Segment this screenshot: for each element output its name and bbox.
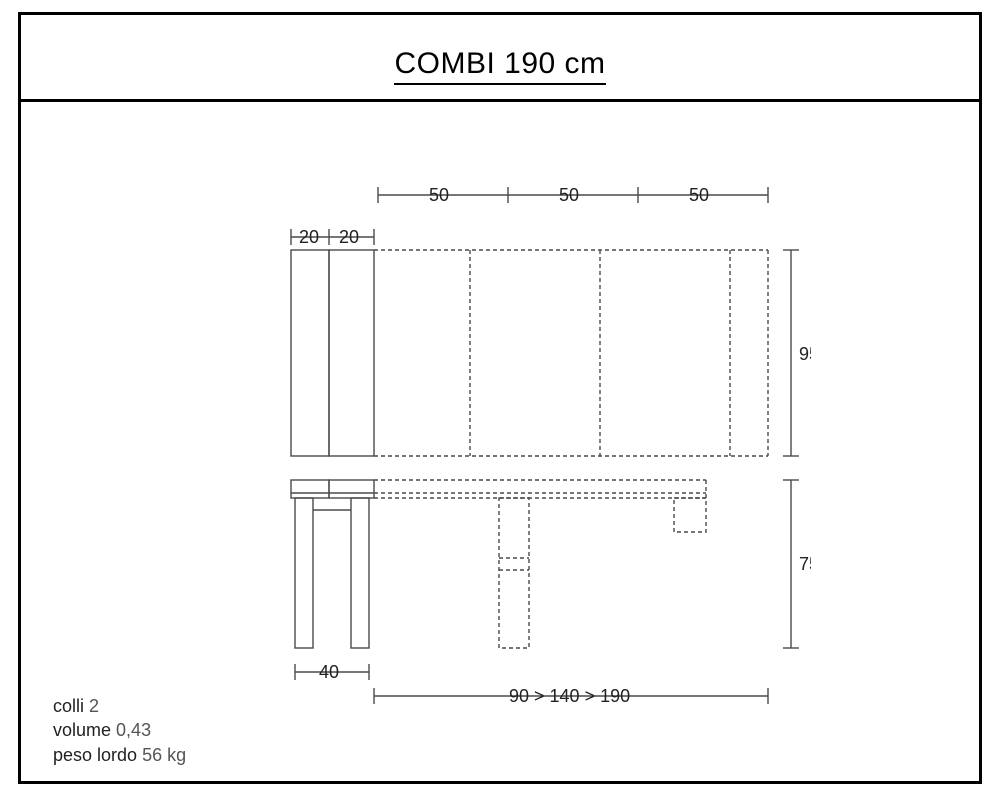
dim-progression: 90 > 140 > 190 xyxy=(509,686,630,706)
side-view-drawing: 40 90 > 140 > 190 75 xyxy=(251,470,811,730)
spec-colli-label: colli xyxy=(53,696,84,716)
specs-block: colli 2 volume 0,43 peso lordo 56 kg xyxy=(53,694,186,767)
spec-peso: peso lordo 56 kg xyxy=(53,743,186,767)
spec-volume-value: 0,43 xyxy=(116,720,151,740)
page-title: COMBI 190 cm xyxy=(21,47,979,81)
dim-40: 40 xyxy=(319,662,339,682)
dim-20-b: 20 xyxy=(339,227,359,247)
dim-95: 95 xyxy=(799,344,811,364)
dim-20-a: 20 xyxy=(299,227,319,247)
spec-volume-label: volume xyxy=(53,720,111,740)
dim-75: 75 xyxy=(799,554,811,574)
spec-peso-label: peso lordo xyxy=(53,745,137,765)
spec-volume: volume 0,43 xyxy=(53,718,186,742)
title-text: COMBI 190 cm xyxy=(394,47,605,85)
dim-50-a: 50 xyxy=(429,185,449,205)
title-divider xyxy=(21,99,979,102)
dim-50-b: 50 xyxy=(559,185,579,205)
spec-peso-value: 56 kg xyxy=(142,745,186,765)
spec-colli-value: 2 xyxy=(89,696,99,716)
top-view-drawing: 50 50 50 20 20 95 xyxy=(251,155,811,465)
dim-50-c: 50 xyxy=(689,185,709,205)
spec-colli: colli 2 xyxy=(53,694,186,718)
